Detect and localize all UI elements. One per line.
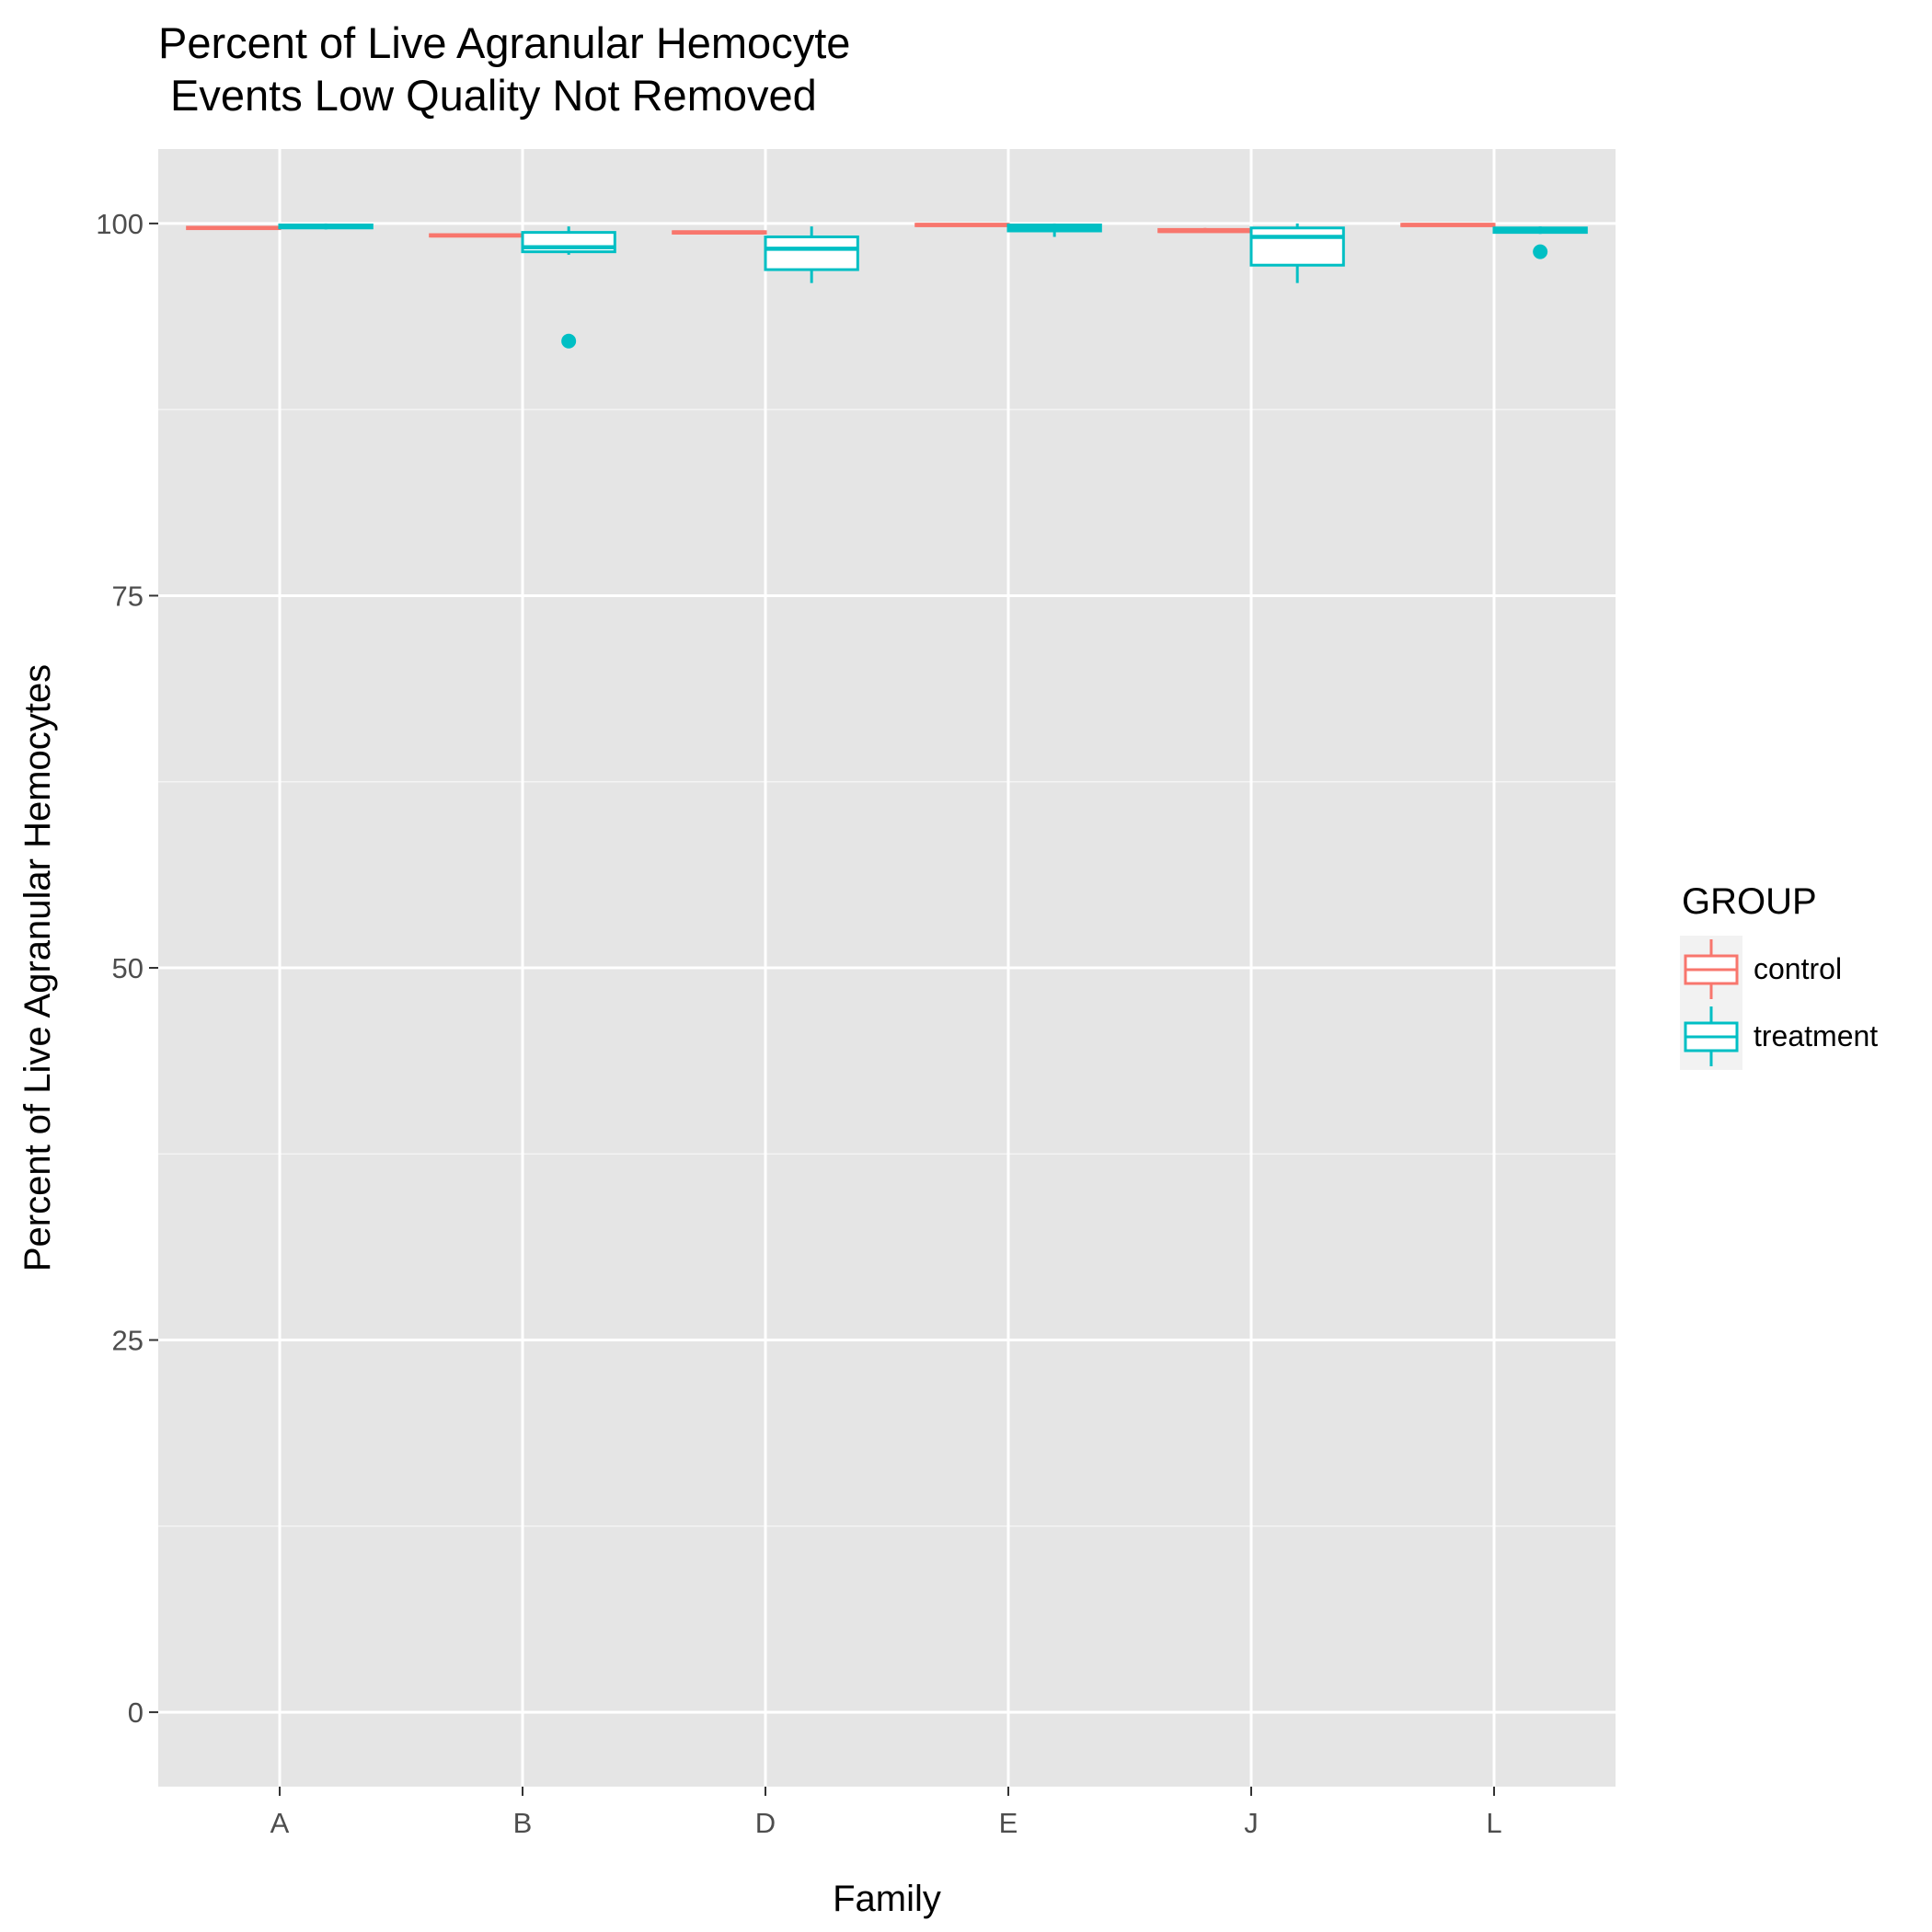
box-control-B <box>429 233 524 238</box>
y-axis-label: Percent of Live Agranular Hemocytes <box>17 664 58 1271</box>
box-control-J <box>1157 227 1253 234</box>
boxes <box>186 223 1588 349</box>
x-tick-label: L <box>1486 1807 1501 1839</box>
y-tick-label: 100 <box>96 208 144 240</box>
x-axis-label: Family <box>833 1879 941 1919</box>
legend: GROUP control treatment <box>1680 881 1878 1070</box>
x-tick-label: E <box>999 1807 1018 1839</box>
box-treatment-A <box>278 223 374 230</box>
box-control-L <box>1400 223 1496 227</box>
grid-lines <box>158 149 1616 1787</box>
x-tick-label: J <box>1244 1807 1259 1839</box>
legend-box-icon <box>1684 1006 1739 1066</box>
box-control-D <box>672 230 767 235</box>
legend-key <box>1680 936 1742 1003</box>
box-control-A <box>186 225 282 231</box>
legend-box-icon <box>1684 939 1739 999</box>
y-tick-label: 25 <box>112 1325 144 1357</box>
axes: 0 25 50 75 100 A B D E J L <box>96 208 1501 1839</box>
box-treatment-B <box>521 226 616 349</box>
box-treatment-E <box>1006 223 1102 237</box>
x-tick-label: D <box>755 1807 776 1839</box>
legend-items: control treatment <box>1680 936 1878 1070</box>
legend-title: GROUP <box>1682 881 1817 922</box>
box-treatment-D <box>764 226 859 283</box>
legend-label: control <box>1754 952 1843 985</box>
box-rect <box>1249 226 1345 267</box>
x-tick-label: B <box>513 1807 533 1839</box>
outlier-point <box>561 333 577 349</box>
box-rect <box>764 235 859 271</box>
y-tick-label: 0 <box>128 1696 144 1729</box>
legend-label: treatment <box>1754 1019 1879 1052</box>
box-control-E <box>914 223 1010 227</box>
legend-item-control: control <box>1680 936 1878 1003</box>
box-treatment-J <box>1249 223 1345 283</box>
x-tick-label: A <box>270 1807 290 1839</box>
legend-item-treatment: treatment <box>1680 1003 1878 1070</box>
outlier-point <box>1533 244 1548 259</box>
chart-title: Percent of Live Agranular Hemocyte Event… <box>158 18 851 120</box>
legend-key <box>1680 1003 1742 1070</box>
box-treatment-L <box>1492 226 1588 259</box>
y-tick-label: 75 <box>112 580 144 612</box>
y-tick-label: 50 <box>112 952 144 984</box>
